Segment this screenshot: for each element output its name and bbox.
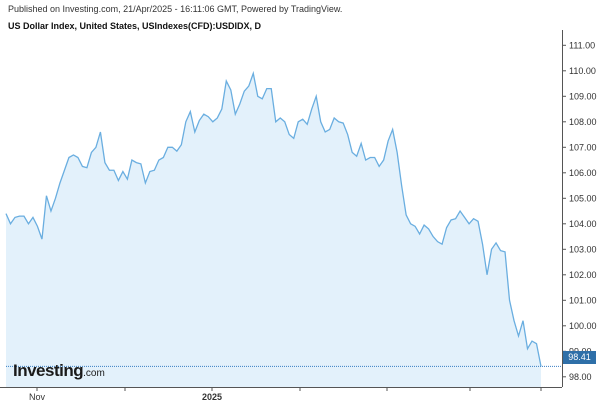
series-line xyxy=(5,70,542,367)
chart-title: US Dollar Index, United States, USIndexe… xyxy=(8,21,262,31)
logo-main: Investing xyxy=(13,361,84,380)
y-tick-label: 107.00 xyxy=(569,142,597,152)
y-tick-label: 100.00 xyxy=(569,321,597,331)
y-axis-ticks: 111.00 110.00 109.00 108.00 107.00 106.00 105.… xyxy=(562,40,597,382)
y-tick-label: 111.00 xyxy=(569,40,595,50)
y-tick-label: 98.00 xyxy=(569,372,592,382)
y-tick-label: 103.00 xyxy=(569,244,597,254)
y-tick-label: 109.00 xyxy=(569,91,597,101)
last-value-badge: 98.41 xyxy=(563,351,596,364)
y-tick-label: 110.00 xyxy=(569,66,596,76)
x-tick-label: 2025 xyxy=(202,392,222,402)
investing-logo: Investing.com xyxy=(13,361,105,381)
x-tick-label: Nov xyxy=(29,392,46,402)
y-tick-label: 104.00 xyxy=(569,219,597,229)
y-tick-label: 102.00 xyxy=(569,270,597,280)
published-note: Published on Investing.com, 21/Apr/2025 … xyxy=(8,4,343,14)
logo-suffix: .com xyxy=(83,368,105,379)
series-area xyxy=(6,73,541,387)
y-tick-label: 101.00 xyxy=(569,295,597,305)
y-tick-label: 105.00 xyxy=(569,193,597,203)
y-tick-label: 108.00 xyxy=(569,117,597,127)
x-axis-ticks: Nov 2025 xyxy=(29,387,542,402)
y-tick-label: 106.00 xyxy=(569,168,597,178)
